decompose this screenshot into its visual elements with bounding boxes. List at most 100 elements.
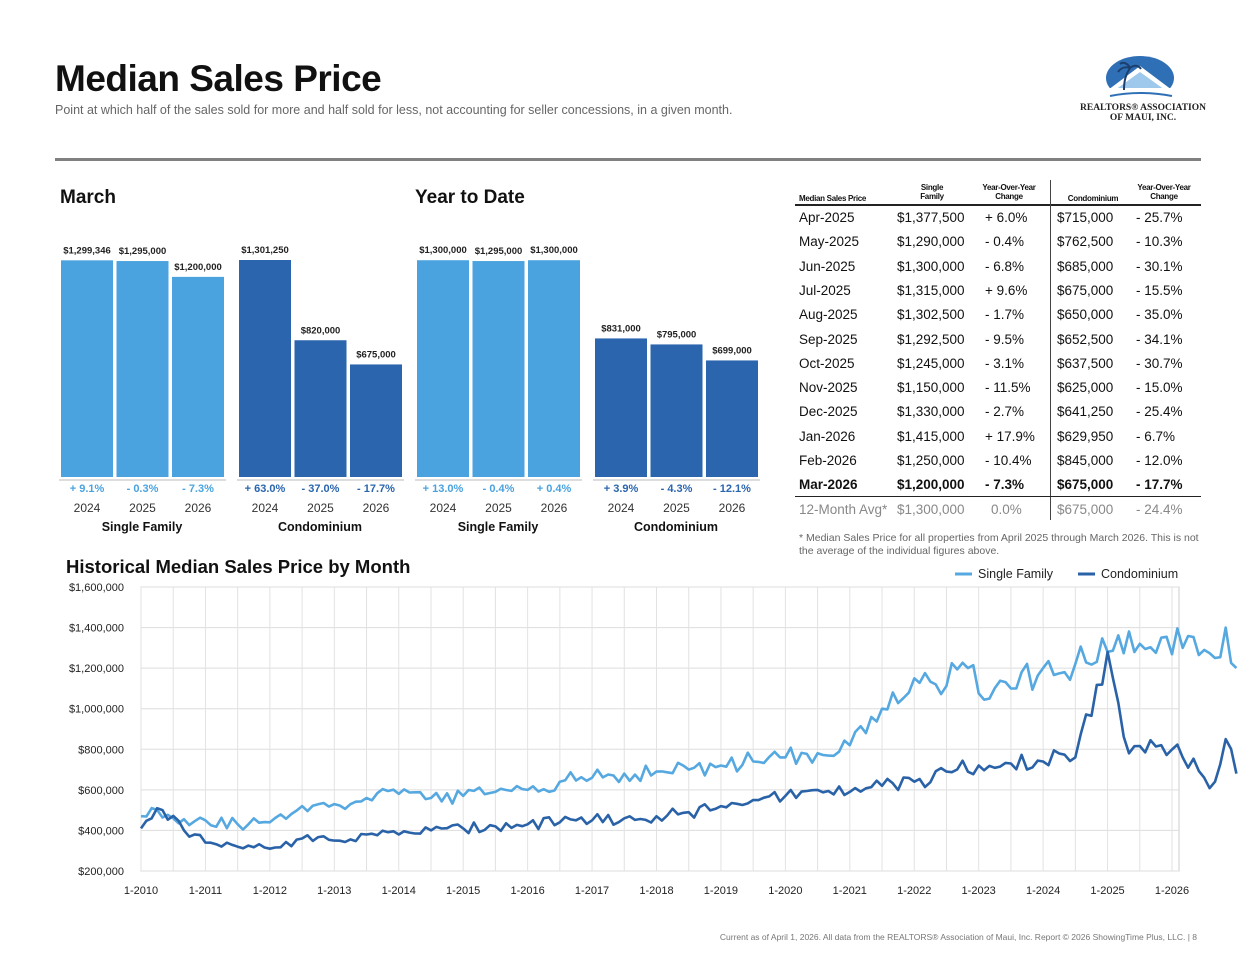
row-condo-yoy: - 25.7% [1136, 210, 1183, 225]
th-single-family: Single Family [920, 183, 944, 201]
table-row: Jan-2026 $1,415,000 + 17.9% $629,950 - 6.7% [795, 425, 1201, 449]
row-condo-yoy: - 10.3% [1136, 234, 1183, 250]
logo-line-2: OF MAUI, INC. [1109, 113, 1177, 123]
row-month: Feb-2026 [799, 453, 857, 468]
row-sf-price: $1,330,000 [897, 404, 965, 420]
bar-year-label: 2024 [74, 501, 101, 515]
bar-change-label: + 9.1% [70, 483, 105, 495]
row-sf-price: $1,302,500 [897, 307, 965, 323]
table-row: Oct-2025 $1,245,000 - 3.1% $637,500 - 30.7% [795, 352, 1201, 376]
x-tick-label: 1-2011 [189, 885, 222, 897]
bar-change-label: - 4.3% [661, 483, 693, 495]
table-row: Dec-2025 $1,330,000 - 2.7% $641,250 - 25.4% [795, 400, 1201, 424]
bar-value-label: $1,301,250 [241, 245, 289, 256]
row-condo-yoy: - 30.1% [1136, 258, 1183, 274]
row-sf-yoy: - 7.3% [985, 477, 1025, 493]
th-condominium: Condominium [1067, 194, 1119, 203]
row-sf-price: $1,292,500 [897, 331, 965, 347]
row-month: May-2025 [799, 234, 860, 250]
row-sf-yoy: - 0.4% [985, 234, 1025, 250]
bar [350, 364, 402, 477]
x-tick-label: 1-2013 [317, 885, 351, 897]
avg-sf: $1,300,000 [897, 502, 965, 517]
row-sf-yoy: - 9.5% [985, 331, 1025, 347]
row-sf-yoy: - 10.4% [985, 453, 1032, 468]
bar-year-label: 2026 [185, 501, 212, 515]
bar-year-label: 2025 [485, 501, 512, 515]
bar [706, 360, 758, 477]
row-sf-price: $1,377,500 [897, 210, 965, 225]
realtors-logo-icon [1106, 56, 1174, 100]
page-subtitle: Point at which half of the sales sold fo… [55, 103, 733, 117]
row-month: Apr-2025 [799, 210, 855, 225]
row-sf-price: $1,290,000 [897, 234, 965, 250]
row-condo-price: $685,000 [1057, 258, 1114, 274]
row-condo-yoy: - 15.5% [1136, 282, 1183, 298]
historical-line-chart: $200,000 $400,000 $600,000 $800,000 $1,000,0… [69, 567, 1238, 897]
y-tick-label: $600,000 [78, 785, 124, 797]
bar [61, 260, 113, 477]
bar-value-label: $1,300,000 [419, 245, 467, 256]
y-tick-label: $400,000 [78, 825, 124, 837]
table-row: Jul-2025 $1,315,000 + 9.6% $675,000 - 15.5% [795, 279, 1201, 303]
row-month: Aug-2025 [799, 307, 858, 323]
table-row: Jun-2025 $1,300,000 - 6.8% $685,000 - 30.1% [795, 255, 1201, 279]
bar [528, 260, 580, 477]
row-sf-yoy: - 3.1% [985, 355, 1025, 371]
x-tick-label: 1-2019 [704, 885, 738, 897]
avg-sf-yoy: 0.0% [991, 502, 1022, 517]
x-tick-label: 1-2022 [897, 885, 931, 897]
row-condo-price: $629,950 [1057, 428, 1114, 444]
table-note: * Median Sales Price for all properties … [799, 532, 1199, 557]
row-sf-price: $1,245,000 [897, 355, 965, 371]
page-title: Median Sales Price [55, 58, 382, 99]
row-month: Sep-2025 [799, 331, 858, 347]
bar-change-label: + 0.4% [537, 483, 572, 495]
bar-change-label: - 12.1% [713, 483, 751, 495]
bar-value-label: $1,200,000 [174, 262, 222, 273]
table-header: Median Sales Price Single Family Year-Ov… [795, 180, 1201, 206]
bar-year-label: 2024 [608, 501, 635, 515]
bar-group-label: Condominium [634, 520, 718, 534]
bar-year-label: 2026 [719, 501, 746, 515]
bar-value-label: $795,000 [657, 329, 697, 340]
table-row: Mar-2026 $1,200,000 - 7.3% $675,000 - 17.7% [795, 473, 1201, 498]
bar [595, 338, 647, 477]
row-sf-yoy: - 11.5% [985, 380, 1031, 396]
row-condo-price: $762,500 [1057, 234, 1114, 250]
header-divider [55, 158, 1201, 161]
bar-change-label: - 7.3% [182, 483, 214, 495]
bar [172, 276, 224, 477]
row-condo-yoy: - 15.0% [1136, 380, 1183, 396]
row-condo-yoy: - 30.7% [1136, 355, 1183, 371]
bar-value-label: $1,299,346 [63, 245, 111, 256]
row-condo-price: $650,000 [1057, 307, 1114, 323]
bar-value-label: $699,000 [712, 345, 752, 356]
footer: Current as of April 1, 2026. All data fr… [719, 932, 1197, 942]
x-tick-label: 1-2020 [768, 885, 802, 897]
x-tick-label: 1-2010 [124, 885, 158, 897]
bar-change-label: - 17.7% [357, 483, 395, 495]
bar-change-label: + 3.9% [604, 483, 639, 495]
row-condo-yoy: - 6.7% [1136, 428, 1176, 444]
table-row: May-2025 $1,290,000 - 0.4% $762,500 - 10.3% [795, 230, 1201, 254]
x-tick-label: 1-2018 [639, 885, 673, 897]
legend-label: Condominium [1101, 567, 1178, 581]
row-condo-price: $637,500 [1057, 355, 1114, 371]
row-month: Dec-2025 [799, 404, 858, 420]
table-row: Feb-2026 $1,250,000 - 10.4% $845,000 - 12.0% [795, 449, 1201, 473]
row-sf-price: $1,300,000 [897, 258, 965, 274]
x-tick-label: 1-2023 [962, 885, 996, 897]
bar [294, 340, 347, 477]
bar-value-label: $1,300,000 [530, 245, 578, 256]
row-month: Mar-2026 [799, 477, 858, 493]
historical-chart-title: Historical Median Sales Price by Month [66, 556, 411, 577]
bar-charts: $1,299,346 + 9.1% 2024 $1,295,000 - 0.3% 2025… [59, 245, 760, 534]
bar-year-label: 2026 [363, 501, 390, 515]
avg-label: 12-Month Avg* [799, 502, 888, 517]
bar-value-label: $1,295,000 [475, 246, 523, 257]
bar-change-label: - 37.0% [302, 483, 340, 495]
row-sf-yoy: + 9.6% [985, 282, 1028, 298]
avg-condo-yoy: - 24.4% [1136, 502, 1183, 517]
x-tick-label: 1-2017 [575, 885, 609, 897]
